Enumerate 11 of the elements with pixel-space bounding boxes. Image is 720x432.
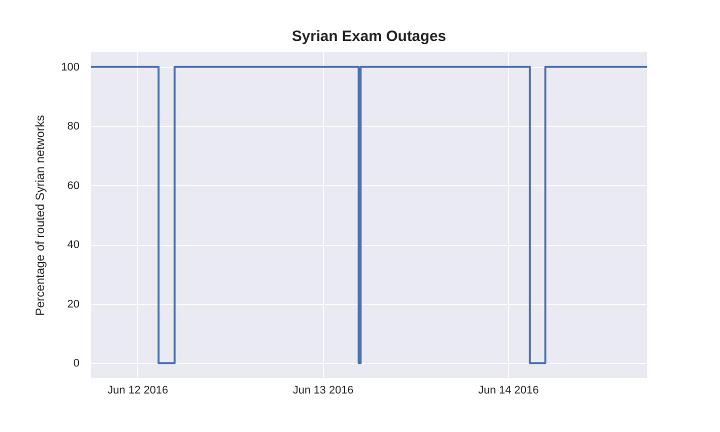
y-tick-label: 20 xyxy=(67,298,80,310)
chart-title: Syrian Exam Outages xyxy=(292,28,446,45)
y-axis-title: Percentage of routed Syrian networks xyxy=(33,115,48,316)
y-tick-label: 100 xyxy=(61,61,80,74)
x-tick-label: Jun 14 2016 xyxy=(478,384,539,396)
x-tick-label: Jun 13 2016 xyxy=(292,384,354,396)
y-tick-label: 40 xyxy=(67,239,80,252)
y-tick-label: 60 xyxy=(67,180,80,192)
x-tick-label: Jun 12 2016 xyxy=(108,384,168,396)
y-tick-label: 80 xyxy=(67,120,80,133)
y-tick-label: 0 xyxy=(73,358,80,370)
